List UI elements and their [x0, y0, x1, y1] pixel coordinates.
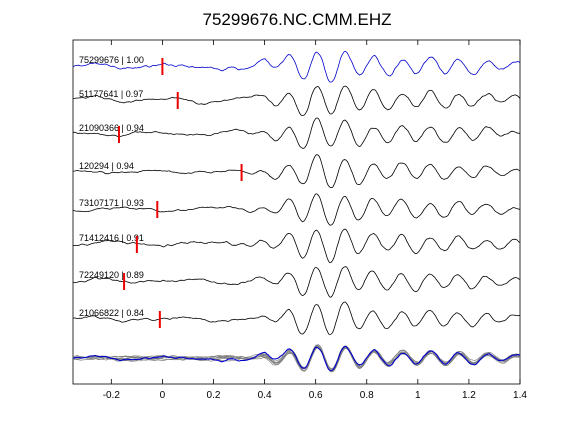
trace-line	[73, 85, 521, 116]
x-tick-label: 0.8	[360, 390, 374, 401]
trace-line	[72, 193, 521, 226]
trace-group: 75299676 | 1.00 51177641 | 0.97 21090366 |…	[72, 50, 521, 335]
trace-line	[72, 50, 521, 83]
trace-label: 75299676 | 1.00	[79, 55, 144, 65]
trace-line	[72, 228, 521, 264]
trace-line	[73, 154, 521, 189]
stack-reference-trace	[72, 345, 521, 372]
x-tick-label: 1	[415, 390, 421, 401]
x-tick-label: 0	[160, 390, 166, 401]
trace-label: 73107171 | 0.93	[79, 198, 144, 208]
chart-title: 75299676.NC.CMM.EHZ	[203, 10, 392, 29]
x-tick-label: 0.6	[309, 390, 323, 401]
x-tick-label: 0.2	[207, 390, 221, 401]
trace-label: 71412416 | 0.91	[79, 233, 144, 243]
x-tick-label: 0.4	[258, 390, 272, 401]
trace-label: 21066822 | 0.84	[79, 308, 144, 318]
trace-line	[72, 266, 521, 298]
plot-frame	[72, 39, 521, 385]
trace-line	[72, 301, 521, 335]
x-tick-label: -0.2	[103, 390, 121, 401]
trace-label: 72249120 | 0.89	[79, 270, 144, 280]
trace-label: 21090366 | 0.94	[79, 123, 144, 133]
trace-line	[72, 117, 521, 149]
trace-label: 51177641 | 0.97	[79, 89, 143, 99]
x-tick-label: 1.4	[513, 390, 527, 401]
x-axis: -0.2 0 0.2 0.4 0.6 0.8 1 1.2 1.4	[103, 40, 527, 401]
stacked-traces-panel	[72, 344, 521, 373]
trace-label: 120294 | 0.94	[79, 161, 134, 171]
stack-trace	[72, 344, 521, 371]
x-tick-label: 1.2	[462, 390, 476, 401]
